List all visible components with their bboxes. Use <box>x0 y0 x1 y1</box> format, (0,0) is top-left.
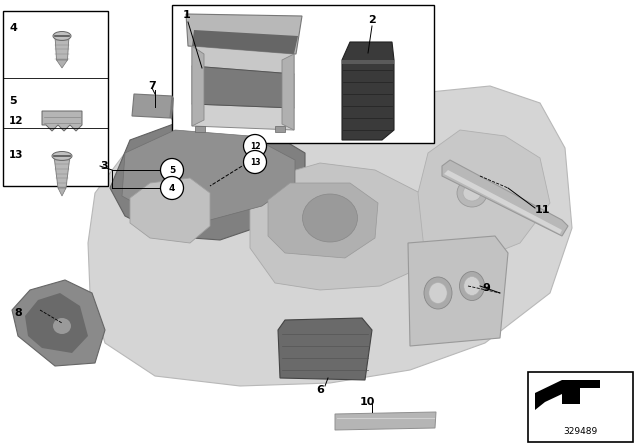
Polygon shape <box>25 293 88 353</box>
Polygon shape <box>132 94 172 118</box>
Polygon shape <box>130 178 210 243</box>
Polygon shape <box>444 170 562 234</box>
Polygon shape <box>418 130 550 263</box>
Text: 10: 10 <box>360 397 376 407</box>
Text: 8: 8 <box>14 308 22 318</box>
Polygon shape <box>335 412 436 430</box>
Text: 5: 5 <box>9 96 17 106</box>
Text: 4: 4 <box>9 23 17 33</box>
Polygon shape <box>186 14 302 54</box>
Polygon shape <box>342 60 394 64</box>
Bar <box>172 5 434 143</box>
Text: 7: 7 <box>148 81 156 91</box>
Polygon shape <box>192 46 204 126</box>
Polygon shape <box>122 130 295 220</box>
Polygon shape <box>195 126 205 132</box>
Polygon shape <box>192 30 298 54</box>
Polygon shape <box>442 160 568 236</box>
Text: 13: 13 <box>250 158 260 167</box>
Polygon shape <box>250 163 435 290</box>
Text: 9: 9 <box>482 283 490 293</box>
Polygon shape <box>55 36 69 60</box>
Polygon shape <box>12 280 105 366</box>
Ellipse shape <box>303 194 358 242</box>
Text: 6: 6 <box>316 385 324 395</box>
Polygon shape <box>192 46 294 74</box>
Polygon shape <box>192 66 294 108</box>
Circle shape <box>161 177 184 199</box>
Text: 1: 1 <box>183 10 191 20</box>
Text: 4: 4 <box>169 184 175 193</box>
Text: 329489: 329489 <box>563 427 597 436</box>
Polygon shape <box>88 86 572 386</box>
Ellipse shape <box>457 179 487 207</box>
Circle shape <box>243 151 266 173</box>
Ellipse shape <box>53 31 71 40</box>
Text: 13: 13 <box>9 150 24 160</box>
Text: 2: 2 <box>368 15 376 25</box>
Circle shape <box>243 134 266 158</box>
Ellipse shape <box>53 318 71 334</box>
Polygon shape <box>278 318 372 380</box>
Ellipse shape <box>52 151 72 160</box>
Bar <box>3 11 108 186</box>
Polygon shape <box>268 183 378 258</box>
Text: 12: 12 <box>250 142 260 151</box>
Polygon shape <box>275 126 285 132</box>
Polygon shape <box>42 111 82 131</box>
Polygon shape <box>192 104 294 130</box>
Polygon shape <box>110 118 305 240</box>
Polygon shape <box>56 60 67 68</box>
Text: 11: 11 <box>535 205 550 215</box>
Polygon shape <box>170 96 174 120</box>
Polygon shape <box>342 42 394 140</box>
Text: 3: 3 <box>100 161 108 171</box>
Text: 12: 12 <box>9 116 24 126</box>
Ellipse shape <box>429 283 447 303</box>
Text: 5: 5 <box>169 165 175 175</box>
Polygon shape <box>58 188 66 196</box>
Bar <box>528 372 633 442</box>
Polygon shape <box>282 54 294 130</box>
Polygon shape <box>54 156 70 188</box>
Polygon shape <box>535 380 600 410</box>
Ellipse shape <box>464 276 480 295</box>
Circle shape <box>161 159 184 181</box>
Ellipse shape <box>460 271 484 301</box>
Ellipse shape <box>424 277 452 309</box>
Polygon shape <box>408 236 508 346</box>
Ellipse shape <box>463 185 481 201</box>
